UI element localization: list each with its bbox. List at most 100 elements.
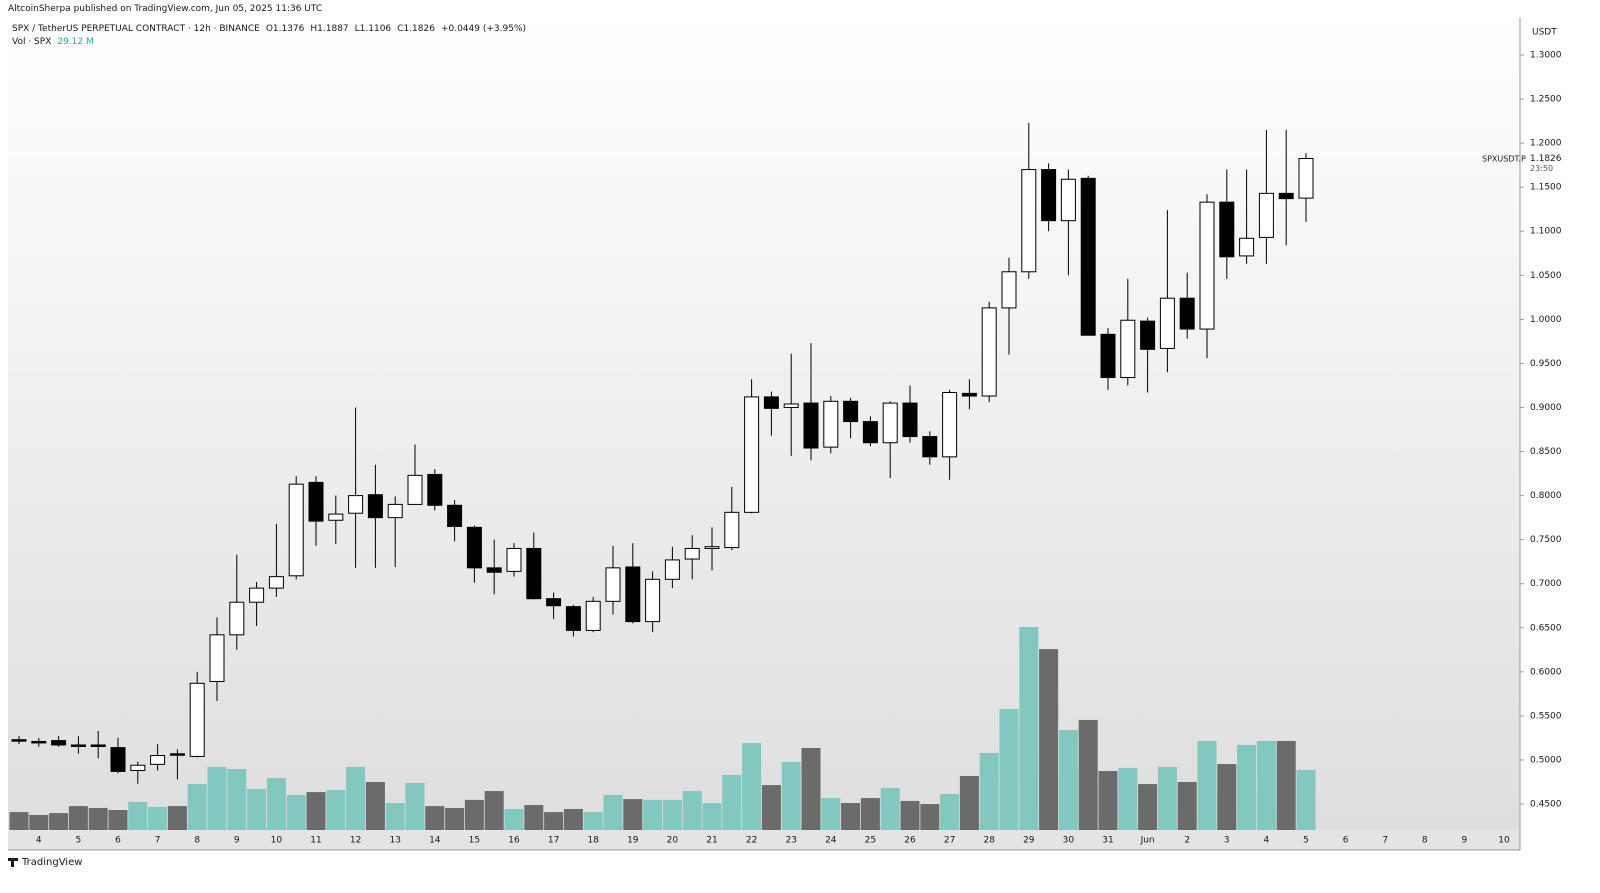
candle-body [11, 739, 27, 742]
price-tick-label: 0.8500 [1530, 447, 1562, 457]
price-tick-label: 0.5500 [1530, 711, 1562, 721]
time-tick-label: 8 [1422, 836, 1428, 846]
time-tick-label: 15 [469, 836, 480, 846]
candle-body [268, 576, 284, 589]
price-tick-label: 0.9500 [1530, 359, 1562, 369]
volume-bar [742, 743, 762, 830]
chart-title: SPX / TetherUS PERPETUAL CONTRACT · 12h … [12, 24, 260, 34]
candle-body [645, 578, 661, 623]
volume-legend-row: Vol · SPX 29.12 M [12, 37, 100, 47]
countdown: 23:50 [1530, 164, 1553, 173]
volume-bar [662, 799, 682, 830]
volume-bar [365, 781, 385, 830]
brand-logo [8, 858, 18, 867]
last-price-label: 1.1826 [1530, 154, 1562, 164]
time-tick-label: 20 [667, 836, 679, 846]
candle-body [922, 436, 938, 458]
candle-body [407, 474, 423, 505]
plot-background [8, 18, 1520, 830]
candle-body [1179, 297, 1195, 330]
volume-bar [1019, 627, 1039, 830]
price-tick-label: 0.4500 [1530, 800, 1562, 810]
price-tick-label: 1.0000 [1530, 315, 1562, 325]
time-tick-label: 9 [234, 836, 240, 846]
volume-bar [682, 791, 702, 830]
ohlc: H1.1887 [310, 24, 349, 34]
volume-bar [1058, 730, 1078, 830]
publisher: AltcoinSherpa published on TradingView.c… [8, 4, 323, 14]
price-tick-label: 0.7500 [1530, 535, 1562, 545]
candle-body [1278, 192, 1294, 200]
candle-body [704, 546, 720, 549]
candle-body [169, 753, 185, 756]
candle-body [882, 402, 898, 444]
volume-bar [1157, 766, 1177, 830]
symbol-label: SPXUSDT.P [1482, 155, 1526, 164]
time-tick-label: 14 [429, 836, 441, 846]
time-tick-label: 10 [271, 836, 283, 846]
candle-body [902, 402, 918, 438]
time-tick-label: 6 [115, 836, 121, 846]
candle-body [724, 511, 740, 549]
volume-bar [187, 784, 207, 830]
candle-body [1060, 178, 1076, 222]
time-tick-label: 17 [548, 836, 559, 846]
price-tick-label: 0.5000 [1530, 755, 1562, 765]
volume-bar [405, 783, 425, 830]
candle-body [51, 740, 67, 746]
candle-body [1199, 201, 1215, 330]
volume-bar [148, 806, 168, 830]
candle-body [308, 481, 324, 522]
candle-body [447, 504, 463, 527]
volume-bar [1078, 719, 1098, 830]
time-tick-label: Jun [1140, 836, 1155, 846]
time-tick-label: 3 [1224, 836, 1230, 846]
candle-body [1140, 320, 1156, 350]
volume-bar [999, 709, 1019, 830]
volume-bar [920, 804, 940, 830]
volume-bar [900, 800, 920, 830]
candle-body [348, 495, 364, 514]
volume-bar [425, 806, 445, 830]
candle-body [763, 396, 779, 409]
time-tick-label: 8 [194, 836, 200, 846]
time-tick-label: 30 [1063, 836, 1075, 846]
time-tick-label: 19 [627, 836, 639, 846]
candle-body [783, 403, 799, 408]
candle-body [942, 391, 958, 458]
time-tick-label: 28 [983, 836, 995, 846]
price-tick-label: 1.1500 [1530, 183, 1562, 193]
time-tick-label: 31 [1102, 836, 1113, 846]
price-tick-label: 1.1000 [1530, 227, 1562, 237]
volume-bar [49, 813, 69, 830]
time-tick-label: 22 [746, 836, 757, 846]
price-tick-label: 0.6000 [1530, 667, 1562, 677]
candle-body [31, 740, 47, 744]
volume-bar [821, 798, 841, 830]
volume-bar [860, 798, 880, 830]
candle-body [1100, 333, 1116, 379]
time-tick-label: 16 [508, 836, 520, 846]
volume-bar [781, 761, 801, 830]
volume-bar [801, 747, 821, 830]
candle-body [803, 402, 819, 449]
time-tick-label: 23 [785, 836, 796, 846]
candle-body [367, 494, 383, 519]
volume-bar [1217, 764, 1237, 830]
candle-body [744, 396, 760, 513]
volume-bar [544, 812, 564, 830]
price-tick-label: 1.3000 [1530, 51, 1562, 61]
candle-body [70, 744, 86, 747]
legend-row: SPX / TetherUS PERPETUAL CONTRACT · 12h … [12, 24, 532, 34]
volume-bar [959, 776, 979, 830]
candle-body [1298, 157, 1314, 199]
volume-bar [880, 787, 900, 830]
volume-bar [722, 774, 742, 830]
volume-bar [761, 785, 781, 830]
volume-bar [128, 801, 148, 830]
candle-body [1258, 192, 1274, 238]
ohlc: L1.1106 [354, 24, 392, 34]
time-tick-label: 29 [1023, 836, 1035, 846]
candle-body [605, 567, 621, 602]
